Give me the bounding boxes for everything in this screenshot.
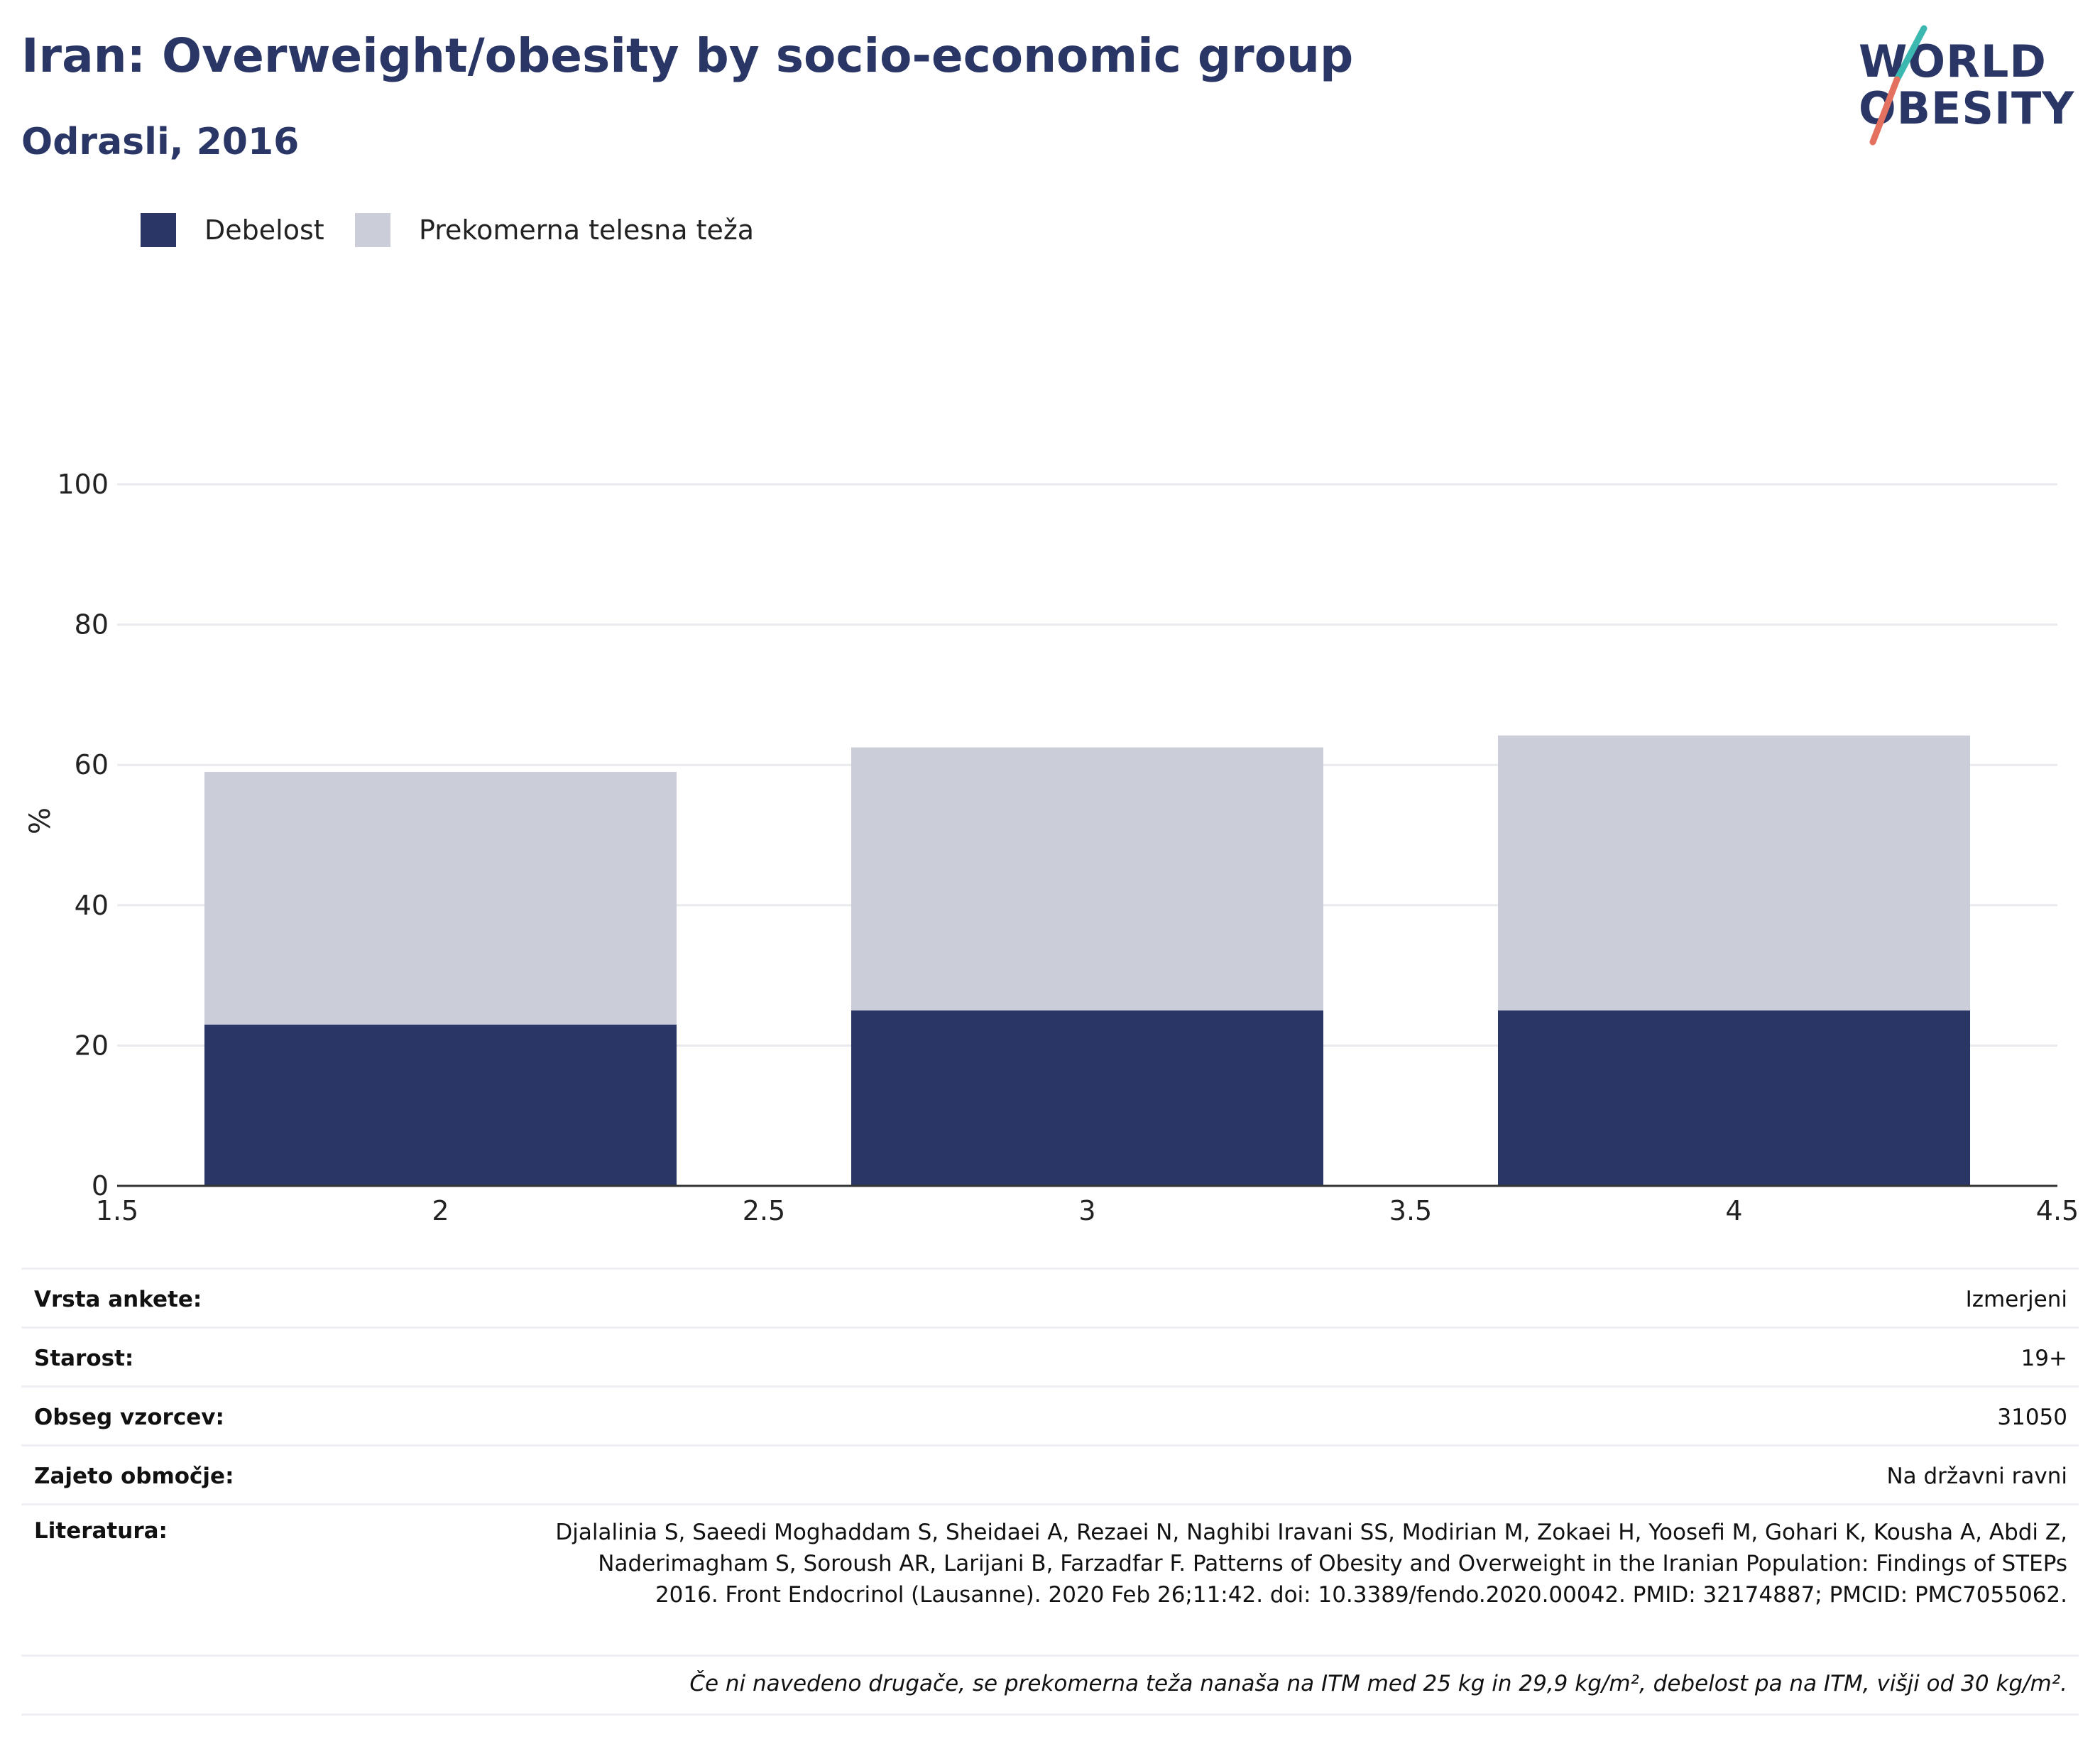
footnote-text: Če ni navedeno drugače, se prekomerna te… [689,1671,2067,1696]
bar-chart: 0 20 40 60 80 100 1.5 2 2.5 3 3.5 4 4.5% [24,469,2079,1226]
legend-swatch-obesity [141,213,176,247]
logo-slash-icon [1869,25,1927,146]
y-tick-label: 60 [75,749,109,780]
x-tick-label: 3 [1078,1195,1095,1226]
legend-swatch-overweight [355,213,390,247]
info-value-age: 19+ [2020,1346,2067,1371]
info-table: Vrsta ankete: Izmerjeni Starost: 19+ Obs… [21,1268,2079,1716]
x-tick-label: 3.5 [1389,1195,1432,1226]
legend-label-obesity: Debelost [204,214,324,246]
y-tick-label: 100 [57,469,109,500]
bar-overweight [1497,735,1971,1010]
page-subtitle: Odrasli, 2016 [21,121,300,163]
y-tick-label: 40 [75,890,109,921]
y-tick-label: 0 [92,1170,109,1202]
info-value-reference: Djalalinia S, Saeedi Moghaddam S, Sheida… [555,1520,2067,1608]
info-label-reference: Literatura: [34,1518,168,1544]
info-label-sample-size: Obseg vzorcev: [34,1405,224,1430]
info-row-sample-size: Obseg vzorcev: 31050 [21,1385,2079,1444]
info-value-survey-type: Izmerjeni [1965,1287,2067,1312]
world-obesity-logo: WORLD OBESITY [1846,21,2087,149]
bar-overweight [204,772,677,1025]
info-row-reference: Literatura: Djalalinia S, Saeedi Moghadd… [21,1503,2079,1655]
info-label-age: Starost: [34,1346,134,1371]
bar-overweight [851,747,1324,1010]
legend-label-overweight: Prekomerna telesna teža [419,214,755,246]
info-label-area: Zajeto območje: [34,1464,234,1489]
info-value-area: Na državni ravni [1886,1464,2067,1489]
x-tick-label: 4 [1725,1195,1742,1226]
info-label-survey-type: Vrsta ankete: [34,1287,202,1312]
footnote-row: Če ni navedeno drugače, se prekomerna te… [21,1655,2079,1716]
info-row-survey-type: Vrsta ankete: Izmerjeni [21,1268,2079,1326]
bar-obesity [204,1024,677,1186]
bar-obesity [1497,1010,1971,1186]
x-tick-label: 4.5 [2036,1195,2079,1226]
x-tick-label: 2.5 [743,1195,785,1226]
y-axis-title: % [24,807,57,834]
page-title: Iran: Overweight/obesity by socio-econom… [21,28,1354,83]
info-value-sample-size: 31050 [1997,1405,2067,1430]
x-tick-label: 2 [432,1195,449,1226]
info-row-area: Zajeto območje: Na državni ravni [21,1444,2079,1503]
x-tick-label: 1.5 [96,1195,138,1226]
info-row-age: Starost: 19+ [21,1326,2079,1385]
y-tick-label: 80 [75,609,109,641]
y-tick-label: 20 [75,1030,109,1061]
logo-line1: WORLD [1859,36,2047,87]
bar-obesity [851,1010,1324,1186]
